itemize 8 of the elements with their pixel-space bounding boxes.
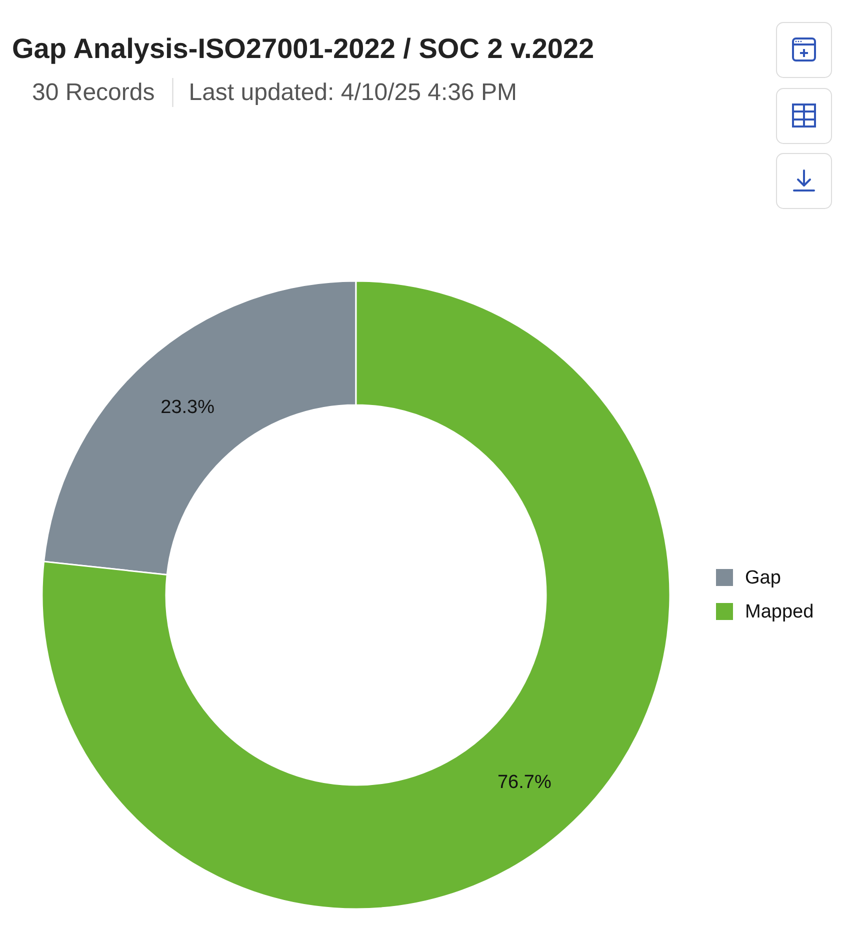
legend-label: Mapped — [745, 602, 814, 622]
data-label: 23.3% — [160, 397, 215, 418]
chart-title: Gap Analysis-ISO27001-2022 / SOC 2 v.2022 — [12, 33, 594, 64]
donut-slice — [41, 280, 670, 910]
legend-label: Gap — [745, 568, 781, 588]
text: Last updated: 4/10/25 4:36 PM — [188, 79, 517, 106]
chart-subtitle: 30 Records — [32, 79, 155, 106]
data-label: 76.7% — [497, 772, 552, 793]
